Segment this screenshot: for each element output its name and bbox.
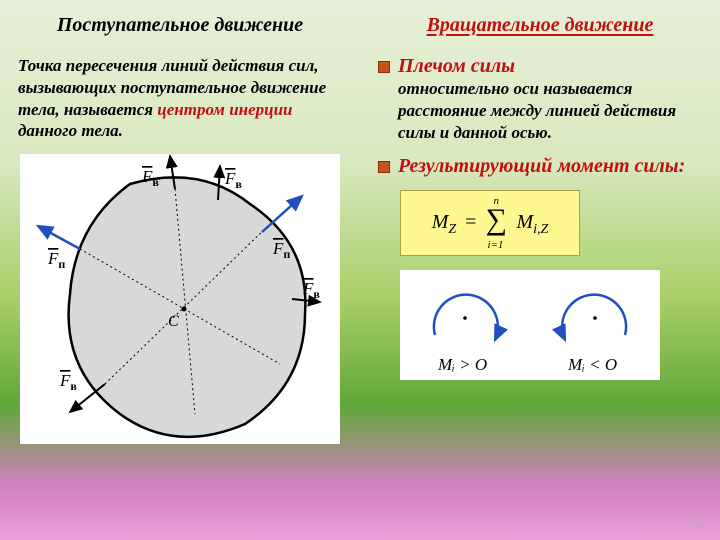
page-number: 28 <box>687 515 702 532</box>
bullet-2-lead: Результирующий момент силы: <box>398 155 702 178</box>
moment-left-label: Mᵢ > O <box>437 355 487 374</box>
left-para-red: центром инерции <box>157 100 292 119</box>
bullet-icon <box>378 161 390 173</box>
inertia-figure: C <box>20 154 340 444</box>
formula-lhs: MZ <box>432 211 461 233</box>
moment-figure: Mᵢ > O Mᵢ < O <box>400 270 660 380</box>
right-column: Вращательное движение Плечом силы относи… <box>360 0 720 540</box>
svg-text:Fв: Fв <box>141 167 159 189</box>
svg-text:Fв: Fв <box>302 279 320 301</box>
svg-text:C: C <box>168 313 179 330</box>
formula-rhs: Mi,Z <box>516 211 548 233</box>
svg-text:Fв: Fв <box>59 371 77 393</box>
left-column: Поступательное движение Точка пересечени… <box>0 0 360 540</box>
bullet-1-lead: Плечом силы <box>398 55 702 78</box>
svg-text:Fв: Fв <box>224 169 242 191</box>
bullet-icon <box>378 61 390 73</box>
sum-icon: n ∑ i=1 <box>485 201 511 245</box>
formula-eq: = <box>461 211 480 233</box>
bullet-1-rest: относительно оси называется расстояние м… <box>398 78 702 143</box>
svg-text:Fп: Fп <box>47 249 65 271</box>
moment-right-label: Mᵢ < O <box>567 355 617 374</box>
left-paragraph: Точка пересечения линий действия сил, вы… <box>18 55 342 142</box>
bullet-2: Результирующий момент силы: <box>378 155 702 178</box>
bullet-1: Плечом силы относительно оси называется … <box>378 55 702 143</box>
left-para-post: данного тела. <box>18 121 123 140</box>
right-title: Вращательное движение <box>378 14 702 37</box>
left-title: Поступательное движение <box>18 14 342 37</box>
formula-box: MZ = n ∑ i=1 Mi,Z <box>400 190 580 256</box>
